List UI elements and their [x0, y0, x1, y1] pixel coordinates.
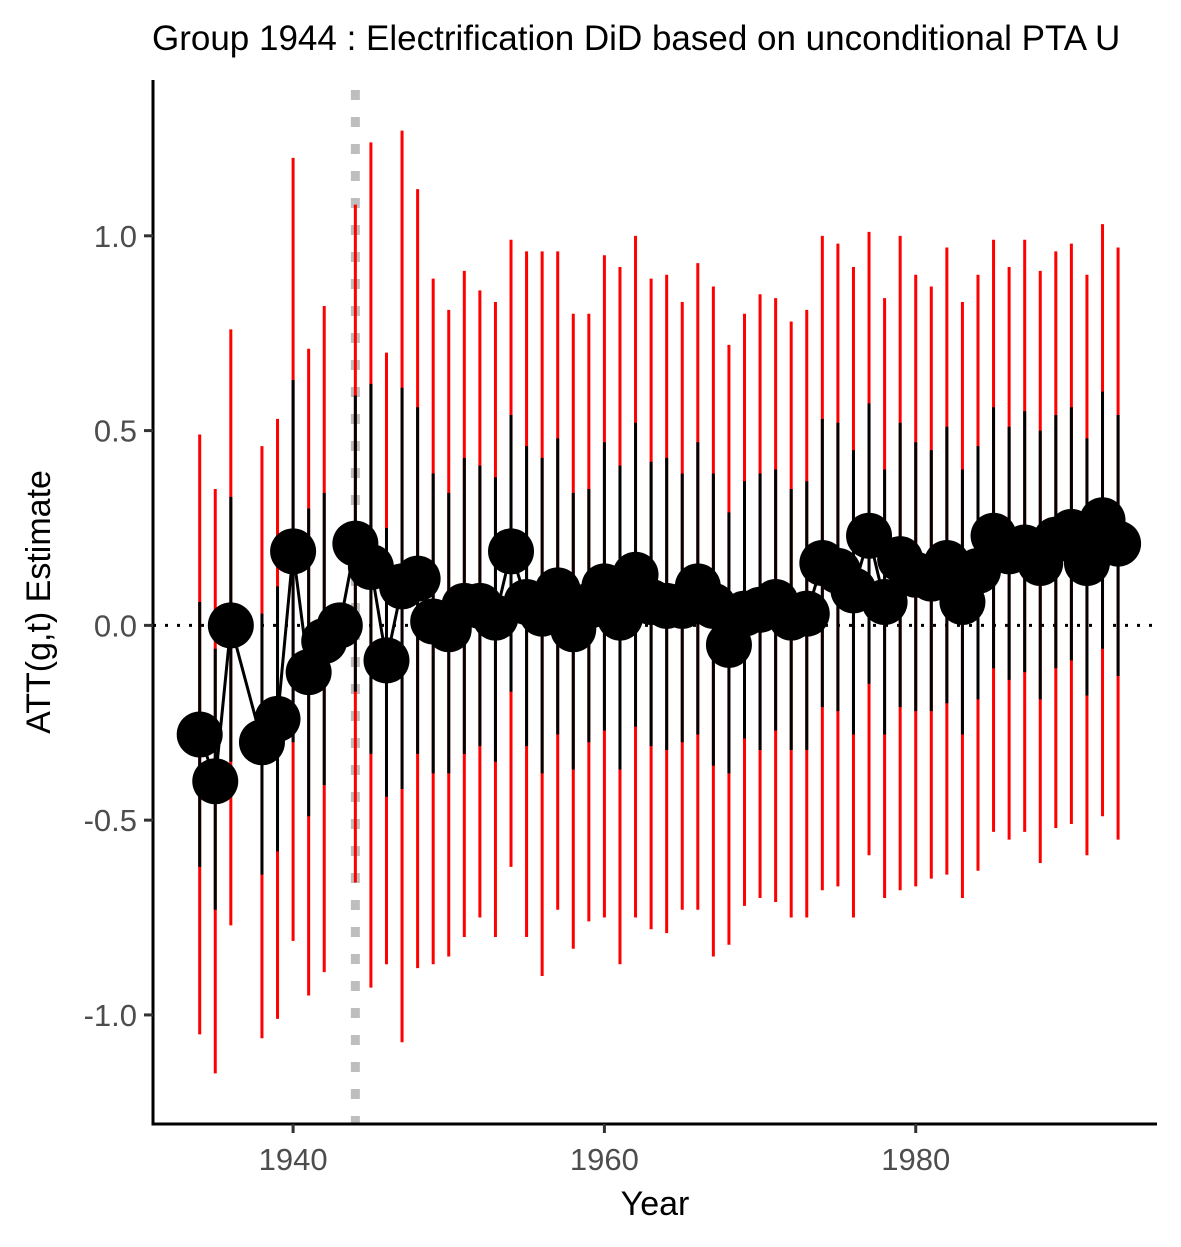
y-tick-label: 0.5: [94, 414, 137, 449]
estimate-point-1939: [254, 695, 301, 742]
estimate-point-1934: [176, 711, 223, 758]
estimate-point-1946: [363, 637, 410, 684]
x-tick-label: 1980: [881, 1142, 950, 1177]
x-axis-title: Year: [621, 1185, 690, 1223]
x-tick-label: 1940: [259, 1142, 328, 1177]
plot-area: -1.0 -0.5 0.0 0.5 1.0 1940 1960 1980: [84, 80, 1157, 1177]
y-tick-label: -1.0: [84, 998, 137, 1033]
estimate-point-1978: [861, 579, 908, 625]
estimate-point-1940: [270, 528, 317, 575]
chart-title: Group 1944 : Electrification DiD based o…: [152, 19, 1120, 58]
estimate-point-1954: [488, 528, 535, 575]
x-tick-label: 1960: [570, 1142, 639, 1177]
estimate-point-1943: [316, 602, 363, 649]
y-tick-label: -0.5: [84, 803, 137, 838]
estimate-point-1993: [1095, 520, 1142, 567]
estimate-point-1936: [207, 602, 254, 649]
y-tick-label: 1.0: [94, 219, 137, 254]
estimate-point-1935: [192, 758, 239, 805]
y-tick-label: 0.0: [94, 608, 137, 643]
estimate-point-1973: [783, 590, 830, 637]
y-axis-title: ATT(g,t) Estimate: [20, 470, 58, 734]
estimate-point-1948: [394, 555, 441, 602]
